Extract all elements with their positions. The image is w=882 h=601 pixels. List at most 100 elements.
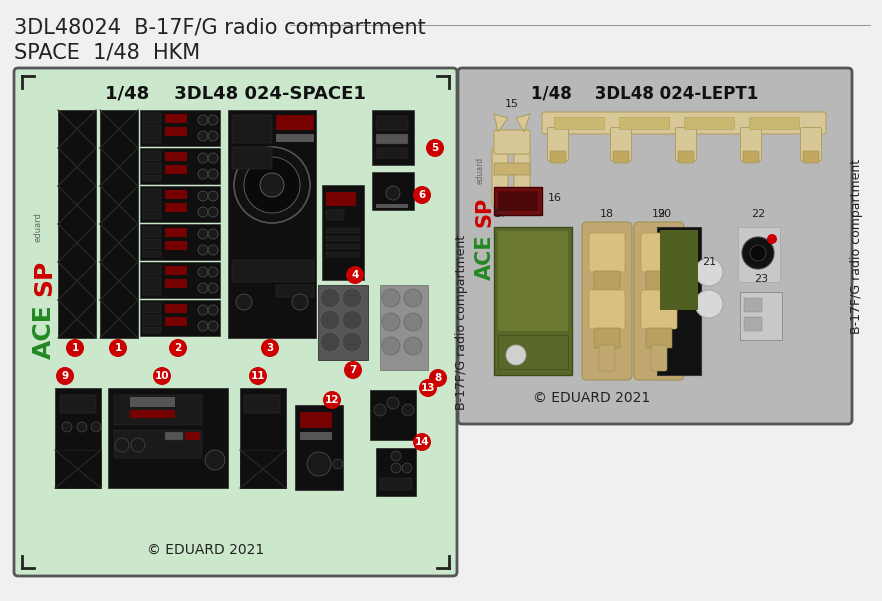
Bar <box>744 317 762 331</box>
Circle shape <box>153 367 171 385</box>
Circle shape <box>374 404 386 416</box>
Circle shape <box>342 310 362 330</box>
Bar <box>143 289 161 295</box>
Text: eduard: eduard <box>34 212 42 242</box>
Text: SP: SP <box>475 197 495 227</box>
Bar <box>143 201 161 211</box>
Bar <box>232 260 314 282</box>
Circle shape <box>249 367 267 385</box>
Circle shape <box>387 397 399 409</box>
Bar <box>165 432 183 440</box>
Text: 11: 11 <box>250 371 265 381</box>
Circle shape <box>208 153 218 163</box>
Text: 22: 22 <box>751 209 765 219</box>
FancyBboxPatch shape <box>634 222 684 380</box>
Circle shape <box>742 237 774 269</box>
FancyBboxPatch shape <box>594 328 620 348</box>
Bar <box>100 110 138 338</box>
Bar <box>143 239 161 249</box>
Bar <box>660 230 698 310</box>
Bar <box>143 213 161 219</box>
Bar <box>185 432 200 440</box>
Text: 5: 5 <box>431 143 438 153</box>
Bar <box>619 117 669 129</box>
Bar <box>165 127 187 136</box>
Bar <box>140 224 220 260</box>
Circle shape <box>198 245 208 255</box>
Circle shape <box>404 313 422 331</box>
Text: 14: 14 <box>415 437 430 447</box>
Polygon shape <box>516 114 530 132</box>
Bar <box>240 388 286 488</box>
Circle shape <box>198 267 208 277</box>
FancyBboxPatch shape <box>743 151 759 163</box>
Bar <box>143 163 161 173</box>
Bar <box>372 110 414 165</box>
Bar <box>232 147 272 169</box>
Bar <box>143 315 161 325</box>
Circle shape <box>320 332 340 352</box>
Circle shape <box>342 288 362 308</box>
Text: 20: 20 <box>657 209 671 219</box>
FancyBboxPatch shape <box>599 345 615 371</box>
Bar <box>55 388 101 488</box>
Bar <box>276 285 314 297</box>
Circle shape <box>260 173 284 197</box>
Circle shape <box>62 422 72 432</box>
Text: 17: 17 <box>494 209 508 219</box>
Text: eduard: eduard <box>475 157 484 184</box>
Bar <box>376 116 408 130</box>
Bar <box>140 148 220 184</box>
Circle shape <box>767 234 777 244</box>
Bar <box>165 152 187 161</box>
Text: 10: 10 <box>154 371 169 381</box>
Bar <box>165 165 187 174</box>
Bar <box>140 186 220 222</box>
Circle shape <box>419 379 437 397</box>
Circle shape <box>198 153 208 163</box>
Bar <box>494 187 542 215</box>
Circle shape <box>208 229 218 239</box>
Bar <box>143 303 161 313</box>
Bar <box>498 191 538 211</box>
Circle shape <box>307 452 331 476</box>
Circle shape <box>198 131 208 141</box>
Circle shape <box>333 459 343 469</box>
FancyBboxPatch shape <box>651 345 667 371</box>
Bar <box>228 110 316 338</box>
Text: 15: 15 <box>505 99 519 109</box>
FancyBboxPatch shape <box>582 222 632 380</box>
FancyBboxPatch shape <box>676 127 697 160</box>
Text: 3DL48024  B-17F/G radio compartment: 3DL48024 B-17F/G radio compartment <box>14 18 426 38</box>
FancyBboxPatch shape <box>801 127 821 160</box>
FancyBboxPatch shape <box>589 233 625 272</box>
Circle shape <box>429 369 447 387</box>
Text: 19: 19 <box>652 209 666 219</box>
Circle shape <box>413 186 431 204</box>
Circle shape <box>205 450 225 470</box>
Bar <box>376 148 408 158</box>
Circle shape <box>236 294 252 310</box>
Bar <box>165 304 187 313</box>
Bar <box>165 190 187 199</box>
Bar <box>326 252 360 257</box>
Text: 9: 9 <box>62 371 69 381</box>
Bar <box>494 227 572 375</box>
Bar <box>326 236 360 241</box>
Bar <box>165 279 187 288</box>
Circle shape <box>77 422 87 432</box>
FancyBboxPatch shape <box>646 328 672 348</box>
Bar <box>114 430 202 458</box>
Bar <box>318 285 368 360</box>
Circle shape <box>386 186 400 200</box>
Circle shape <box>323 391 341 409</box>
Bar <box>143 175 161 181</box>
FancyBboxPatch shape <box>594 271 620 291</box>
Circle shape <box>261 339 279 357</box>
FancyBboxPatch shape <box>542 112 826 134</box>
Text: 2: 2 <box>175 343 182 353</box>
Bar <box>143 251 161 257</box>
Bar <box>130 397 175 407</box>
Circle shape <box>402 404 414 416</box>
Circle shape <box>198 283 208 293</box>
